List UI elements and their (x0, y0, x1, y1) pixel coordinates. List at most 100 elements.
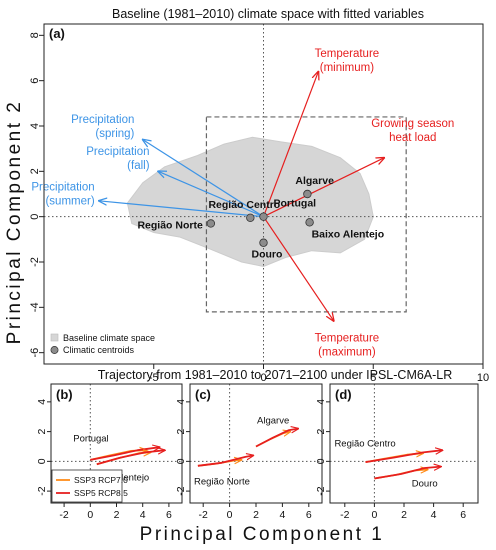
x-tick-label: 2 (401, 509, 407, 521)
trajectory-line (255, 429, 298, 448)
trajectory-panel: Algarve Região Norte (c) -2 0 2 4 6 -2 0 2 4 (175, 383, 323, 521)
y-tick-label: 0 (29, 214, 41, 220)
legend-background (48, 328, 160, 358)
x-tick-label: 0 (371, 509, 377, 521)
x-tick-label: 0 (260, 372, 266, 384)
centroid-point (206, 219, 216, 228)
legend-entry: SSP5 RCP8.5 (74, 488, 128, 498)
vector-label: Temperature (minimum) (315, 48, 380, 74)
vector-label-line: (summer) (45, 196, 94, 208)
x-tick-label: -2 (340, 509, 349, 521)
panel-a: Precipitation (spring) Precipitation (fall)… (29, 23, 489, 384)
x-axis-label: Principal Component 1 (140, 524, 385, 545)
x-tick-label: -5 (149, 372, 159, 384)
trajectory-panel: PortugalBaixo Alentejo(b)-20246-2024SSP3… (36, 383, 183, 521)
y-tick-label: 2 (36, 429, 48, 435)
vector-label-line: heat load (389, 132, 436, 144)
legend-cloud-swatch (50, 333, 59, 342)
trajectory-panels: PortugalBaixo Alentejo(b)-20246-2024SSP3… (36, 383, 479, 521)
zoom-extent-box (205, 116, 407, 313)
x-tick-label: 6 (306, 509, 312, 521)
y-tick-label: 0 (315, 458, 327, 464)
x-tick-label: 4 (140, 509, 146, 521)
region-label: Douro (412, 479, 438, 490)
trajectory-panel-label: (d) (335, 387, 352, 402)
centroid-point (259, 212, 268, 221)
region-label: Região Norte (194, 476, 250, 487)
loading-vector (263, 158, 385, 218)
y-tick-label: 4 (315, 399, 327, 405)
vector-label-line: Precipitation (31, 182, 94, 194)
vector-label: Growing season heat load (371, 118, 454, 144)
panel-a-label: (a) (49, 26, 65, 41)
y-tick-label: 2 (29, 168, 41, 174)
y-tick-label: 0 (175, 458, 187, 464)
vector-label: Precipitation (summer) (31, 182, 94, 208)
x-tick-label: 2 (114, 509, 120, 521)
centroid-point (305, 218, 314, 227)
vector-label: Precipitation (fall) (86, 146, 149, 172)
vector-label-line: (spring) (95, 128, 134, 140)
y-tick-label: -4 (29, 302, 41, 312)
y-tick-label: 4 (36, 399, 48, 405)
trajectory-panel: Região Centro Douro (d) -2 0 2 4 6 -2 0 2 4 (315, 383, 479, 521)
centroid-label: Região Centro (208, 199, 280, 211)
y-tick-label: 2 (175, 429, 187, 435)
vector-label-line: (minimum) (320, 62, 374, 74)
vector-label-line: (maximum) (318, 346, 376, 358)
y-tick-label: 4 (29, 123, 41, 129)
y-tick-label: 8 (29, 32, 41, 38)
loading-vector (263, 216, 334, 321)
region-label: Portugal (73, 433, 108, 444)
vector-label-line: Precipitation (86, 146, 149, 158)
centroid-label: Douro (252, 249, 283, 261)
x-tick-label: -2 (59, 509, 68, 521)
x-tick-label: 6 (166, 509, 172, 521)
loading-vector (99, 201, 264, 218)
trajectory-line (365, 450, 443, 463)
loading-vector (262, 72, 319, 217)
legend-entry: Climatic centroids (63, 345, 135, 355)
y-axis-label: Principal Component 2 (4, 100, 25, 345)
region-label: Algarve (257, 415, 289, 426)
trajectory-panel-label: (b) (56, 387, 73, 402)
x-tick-label: 6 (460, 509, 466, 521)
centroid-label: Portugal (274, 198, 317, 210)
trajectory-line (374, 467, 441, 480)
vector-label-line: Growing season (371, 118, 454, 130)
legend-centroid-swatch (50, 346, 59, 354)
loading-vector (143, 140, 264, 218)
trajectory-line (90, 447, 159, 461)
x-tick-label: 0 (87, 509, 93, 521)
y-tick-label: -6 (29, 348, 41, 358)
x-tick-label: 4 (279, 509, 285, 521)
loading-vector (158, 171, 264, 218)
x-tick-label: 4 (431, 509, 437, 521)
y-tick-label: 0 (36, 458, 48, 464)
region-label: Região Centro (334, 438, 395, 449)
y-tick-label: -2 (36, 486, 48, 495)
centroid-point (303, 189, 312, 199)
trajectory-legend-box (51, 469, 123, 503)
vector-label: Temperature (maximum) (315, 332, 380, 358)
panel-a-title: Baseline (1981–2010) climate space with … (112, 7, 424, 21)
legend-entry: SSP3 RCP7.0 (74, 475, 128, 485)
x-tick-label: 0 (227, 509, 233, 521)
y-tick-label: 4 (175, 399, 187, 405)
centroid-label: Algarve (295, 175, 334, 187)
y-tick-label: 2 (315, 429, 327, 435)
y-tick-label: 6 (29, 78, 41, 84)
centroid-label: Região Norte (137, 219, 203, 231)
centroid-label: Baixo Alentejo (312, 228, 385, 240)
y-tick-label: -2 (315, 486, 327, 495)
trajectory-line (197, 455, 254, 467)
x-tick-label: 10 (477, 372, 489, 384)
x-tick-label: -2 (199, 509, 208, 521)
centroid-point (259, 238, 268, 247)
y-tick-label: -2 (29, 257, 41, 267)
centroid-point (246, 213, 255, 222)
vector-label: Precipitation (spring) (71, 114, 134, 140)
vector-label-line: Temperature (315, 332, 380, 344)
vector-label-line: (fall) (127, 160, 150, 172)
